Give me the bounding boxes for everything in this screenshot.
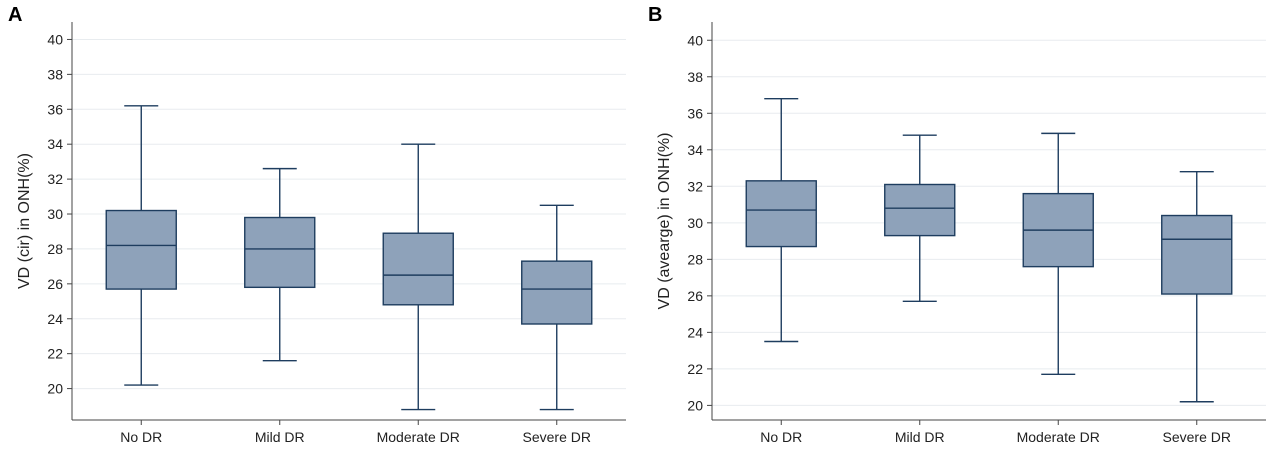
x-tick-label: No DR (760, 429, 802, 445)
panel-label: B (648, 4, 663, 26)
chart-panel-a: A 20 22 24 26 28 30 32 34 36 38 40 VD (cir) in ONH(… (0, 0, 636, 466)
box-severe-dr (521, 204, 593, 411)
y-tick-label: 30 (687, 215, 703, 231)
y-tick-label: 20 (687, 397, 703, 413)
iqr-box (244, 216, 316, 289)
boxplot-b: 20 22 24 26 28 30 32 34 36 38 40 VD (avearge) in ON… (656, 22, 1266, 445)
iqr-box (521, 260, 593, 325)
y-tick-label: 34 (47, 136, 63, 152)
iqr-box (105, 209, 177, 290)
y-tick-label: 40 (687, 32, 703, 48)
y-tick-label: 28 (687, 251, 703, 267)
y-tick-label: 32 (47, 171, 63, 187)
box-moderate-dr (382, 143, 454, 411)
box-no-dr (105, 105, 177, 386)
box-mild-dr (244, 167, 316, 362)
chart-panel-b: B 20 22 24 26 28 30 32 34 36 38 40 VD (avearge) in … (640, 0, 1280, 466)
y-axis-label: VD (avearge) in ONH(%) (656, 133, 673, 310)
box-mild-dr (884, 134, 956, 303)
y-tick-label: 22 (47, 346, 63, 362)
x-tick-label: No DR (120, 429, 162, 445)
box-no-dr (745, 97, 817, 343)
y-tick-label: 32 (687, 178, 703, 194)
y-tick-label: 30 (47, 206, 63, 222)
y-tick-label: 24 (687, 324, 703, 340)
x-tick-label: Severe DR (523, 429, 591, 445)
y-tick-label: 34 (687, 142, 703, 158)
y-tick-label: 26 (47, 276, 63, 292)
boxplot-a: 20 22 24 26 28 30 32 34 36 38 40 VD (cir) in ONH(%)… (16, 22, 626, 445)
panel-label: A (8, 4, 23, 26)
y-tick-label: 28 (47, 241, 63, 257)
y-tick-label: 24 (47, 311, 63, 327)
box-severe-dr (1161, 171, 1233, 403)
x-tick-label: Moderate DR (1017, 429, 1100, 445)
y-tick-label: 22 (687, 361, 703, 377)
y-tick-label: 26 (687, 288, 703, 304)
x-tick-label: Moderate DR (377, 429, 460, 445)
iqr-box (745, 180, 817, 248)
box-moderate-dr (1022, 132, 1094, 376)
y-tick-label: 20 (47, 381, 63, 397)
iqr-box (884, 183, 956, 237)
iqr-box (382, 232, 454, 306)
y-tick-label: 36 (47, 101, 63, 117)
y-tick-label: 38 (687, 69, 703, 85)
iqr-box (1161, 214, 1233, 295)
y-tick-label: 40 (47, 31, 63, 47)
x-tick-label: Mild DR (895, 429, 945, 445)
y-axis-label: VD (cir) in ONH(%) (16, 153, 33, 289)
x-tick-label: Mild DR (255, 429, 305, 445)
x-tick-label: Severe DR (1163, 429, 1231, 445)
y-tick-label: 38 (47, 66, 63, 82)
y-tick-label: 36 (687, 105, 703, 121)
